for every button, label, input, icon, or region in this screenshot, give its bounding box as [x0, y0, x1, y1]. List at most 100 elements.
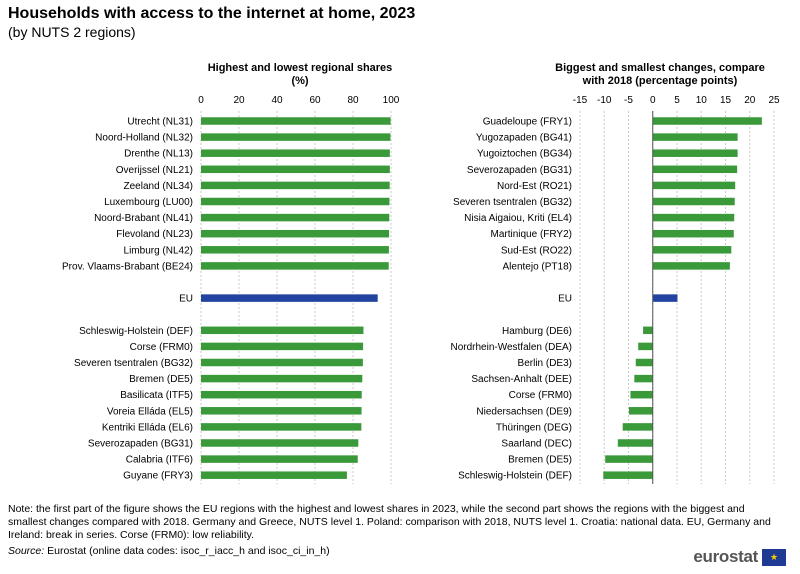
left-bar [201, 326, 364, 335]
left-chart-title: Highest and lowest regional shares (%) [170, 62, 430, 88]
left-bar [201, 407, 362, 415]
left-category-label: Corse (FRM0) [130, 342, 193, 353]
right-category-label: Hamburg (DE6) [502, 326, 572, 337]
left-tick-label: 60 [309, 95, 321, 106]
logo-text: eurostat [693, 547, 758, 566]
right-category-label: Sachsen-Anhalt (DEE) [471, 374, 572, 385]
left-bar [201, 213, 390, 222]
right-bar [617, 439, 653, 447]
right-category-label: Martinique (FRY2) [490, 229, 572, 240]
left-category-label: Prov. Vlaams-Brabant (BE24) [62, 261, 193, 272]
right-category-label: Nordrhein-Westfalen (DEA) [450, 342, 572, 353]
right-tick-label: 20 [744, 95, 756, 106]
right-category-label: Severen tsentralen (BG32) [453, 197, 572, 208]
right-bar [652, 229, 734, 238]
right-category-label: Yugozapaden (BG41) [476, 133, 572, 144]
source-label: Source: [8, 545, 45, 557]
right-category-label: Sud-Est (RO22) [501, 245, 572, 256]
right-category-label: Thüringen (DEG) [496, 422, 572, 433]
source-line: Source: Eurostat (online data codes: iso… [8, 545, 330, 557]
charts-canvas: 0 20 40 60 80 100 Utrecht (NL31) Noord-Holland … [62, 95, 780, 484]
left-bar [201, 390, 362, 399]
left-category-label: Severozapaden (BG31) [88, 439, 193, 450]
left-category-label: Noord-Holland (NL32) [95, 133, 193, 144]
left-category-label: Schleswig-Holstein (DEF) [79, 326, 193, 337]
right-tick-label: -5 [624, 95, 633, 106]
right-category-label: Nord-Est (RO21) [497, 181, 572, 192]
left-category-label: Voreia Elláda (EL5) [107, 406, 193, 417]
left-chart-title-line-1: Highest and lowest regional shares [207, 62, 393, 74]
left-category-label: Utrecht (NL31) [127, 117, 193, 128]
left-category-label: Drenthe (NL13) [124, 149, 193, 160]
right-tick-label: 5 [674, 95, 680, 106]
right-category-label: Niedersachsen (DE9) [476, 406, 572, 417]
right-bar [652, 165, 738, 174]
right-category-label: Bremen (DE5) [508, 455, 572, 466]
left-category-label: Overijssel (NL21) [116, 165, 193, 176]
right-bar [652, 246, 732, 254]
left-category-label: Guyane (FRY3) [123, 471, 193, 482]
left-tick-label: 40 [271, 95, 283, 106]
right-tick-label: 0 [650, 95, 656, 106]
right-chart-title: Biggest and smallest changes, compare wi… [540, 62, 780, 88]
left-bar [201, 374, 363, 383]
left-bar [201, 358, 363, 367]
right-bar [652, 181, 736, 190]
page-title: Households with access to the internet a… [8, 5, 416, 22]
left-bar [201, 262, 389, 270]
left-category-label: Kentriki Elláda (EL6) [102, 422, 193, 433]
left-bar [201, 342, 364, 351]
left-category-label: Luxembourg (LU00) [104, 197, 193, 208]
right-tick-label: -10 [597, 95, 612, 106]
right-category-label: Corse (FRM0) [509, 390, 572, 401]
left-bar [201, 294, 378, 302]
left-bar [201, 246, 389, 254]
eu-flag-icon [762, 548, 786, 566]
left-tick-label: 80 [347, 95, 359, 106]
right-bar [630, 390, 653, 399]
left-category-label: EU [179, 294, 193, 305]
left-tick-label: 20 [233, 95, 245, 106]
right-category-label: Nisia Aigaiou, Kriti (EL4) [464, 213, 572, 224]
left-category-label: Noord-Brabant (NL41) [94, 213, 193, 224]
page-subtitle: (by NUTS 2 regions) [8, 24, 136, 40]
left-bar [201, 471, 347, 479]
right-category-label: EU [558, 294, 572, 305]
right-bar [652, 117, 762, 125]
right-category-label: Saarland (DEC) [501, 439, 572, 450]
right-category-label: Severozapaden (BG31) [467, 165, 572, 176]
left-bar [201, 149, 390, 157]
right-tick-label: 15 [720, 95, 732, 106]
right-bar [652, 149, 738, 157]
eurostat-logo: eurostat [693, 547, 786, 567]
left-bar [201, 133, 391, 141]
left-category-label: Limburg (NL42) [124, 245, 193, 256]
right-category-label: Alentejo (PT18) [503, 261, 572, 272]
right-bar [628, 407, 653, 415]
right-bar [603, 471, 653, 479]
left-bar [201, 181, 390, 190]
left-bar [201, 197, 390, 206]
right-tick-label: 25 [768, 95, 780, 106]
right-bar [652, 197, 735, 206]
left-tick-label: 0 [198, 95, 204, 106]
right-chart-title-line-2: with 2018 (percentage points) [582, 75, 738, 87]
left-category-label: Flevoland (NL23) [116, 229, 193, 240]
left-bar [201, 165, 390, 174]
right-bar [652, 133, 738, 141]
left-category-label: Bremen (DE5) [129, 374, 193, 385]
right-bar [622, 423, 653, 431]
right-bar [635, 358, 653, 367]
right-bar [634, 374, 653, 383]
right-bar [652, 262, 730, 270]
left-category-label: Zeeland (NL34) [124, 181, 193, 192]
right-bar [652, 213, 735, 222]
left-tick-label: 100 [383, 95, 400, 106]
left-bar [201, 229, 390, 238]
right-category-label: Schleswig-Holstein (DEF) [458, 471, 572, 482]
right-category-label: Berlin (DE3) [518, 358, 572, 369]
right-category-label: Yugoiztochen (BG34) [477, 149, 572, 160]
source-text: Eurostat (online data codes: isoc_r_iacc… [44, 545, 330, 557]
right-bar [638, 342, 653, 351]
left-bar [201, 423, 362, 431]
